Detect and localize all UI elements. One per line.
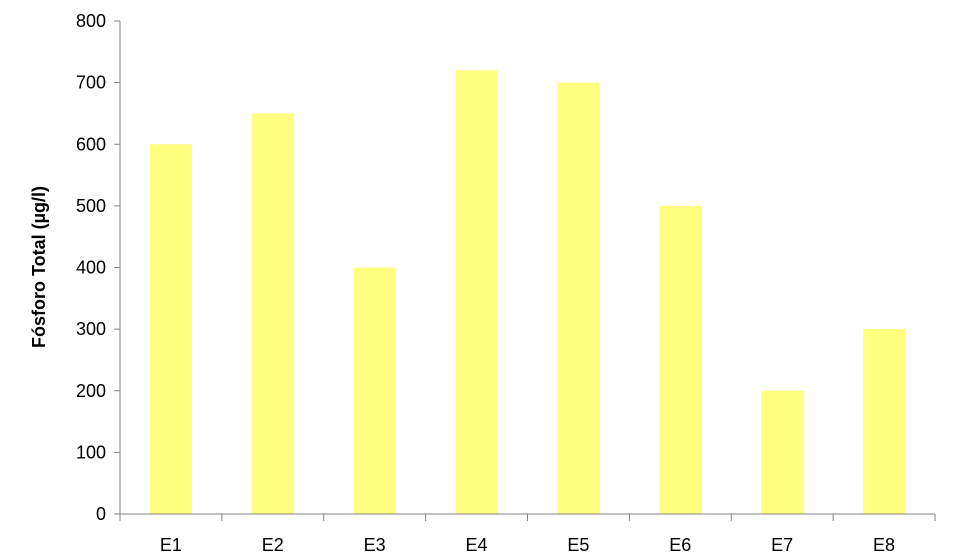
- bar-e5: [557, 82, 600, 514]
- bar-e1: [149, 144, 192, 514]
- y-tick-label: 300: [76, 319, 106, 339]
- bar-e4: [455, 70, 498, 515]
- y-tick-label: 700: [76, 73, 106, 93]
- y-tick-label: 0: [96, 504, 106, 524]
- axes: [119, 21, 935, 515]
- x-axis-ticks: E1 E2 E3 E4 E5 E6 E7 E8: [119, 514, 936, 555]
- x-tick-label: E6: [669, 535, 691, 555]
- bar-series: [149, 70, 906, 515]
- bar-e2: [251, 113, 294, 514]
- y-axis-title: Fósforo Total (µg/l): [29, 186, 49, 348]
- y-tick-label: 600: [76, 134, 106, 154]
- y-tick-label: 200: [76, 381, 106, 401]
- bar-e8: [863, 329, 906, 514]
- x-tick-label: E5: [567, 535, 589, 555]
- bar-e7: [761, 390, 804, 514]
- y-axis-ticks: 0 100 200 300 400 500 600 700 800: [76, 11, 120, 524]
- x-tick-label: E7: [771, 535, 793, 555]
- bar-e6: [659, 205, 702, 514]
- x-tick-label: E8: [873, 535, 895, 555]
- y-tick-label: 400: [76, 258, 106, 278]
- y-tick-label: 800: [76, 11, 106, 31]
- x-tick-label: E2: [262, 535, 284, 555]
- x-tick-label: E3: [364, 535, 386, 555]
- x-tick-label: E4: [466, 535, 488, 555]
- bar-e3: [353, 267, 396, 514]
- y-tick-label: 500: [76, 196, 106, 216]
- y-tick-label: 100: [76, 442, 106, 462]
- x-tick-label: E1: [160, 535, 182, 555]
